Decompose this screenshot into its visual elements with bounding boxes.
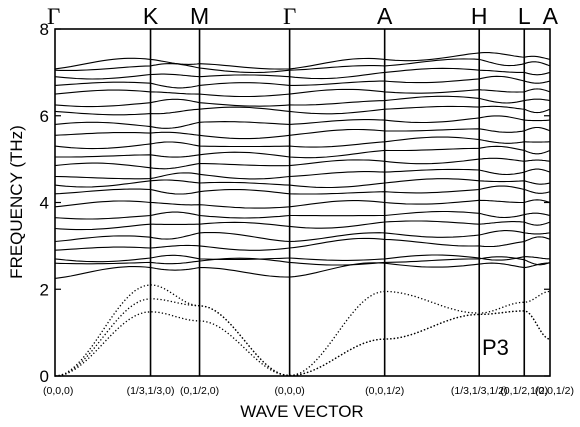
coordinate-label: (1/3,1/3,1/2) — [451, 385, 508, 397]
optical-branch-16 — [54, 115, 551, 129]
coordinate-labels: (0,0,0) (1/3,1/3,0) (0,1/2,0) (0,0,0) (0,0,1… — [43, 385, 574, 397]
optical-branch-15 — [54, 126, 551, 140]
symmetry-label: A — [543, 3, 559, 29]
acoustic-branch-2 — [54, 298, 551, 377]
optical-branch-6 — [54, 220, 551, 231]
optical-branch-23 — [54, 52, 551, 70]
acoustic-branch-3 — [54, 290, 551, 377]
y-tick-label: 0 — [40, 367, 49, 386]
coordinate-label: (0,1/2,1/2) — [500, 385, 548, 397]
coordinate-label: (0,0,0) — [43, 385, 73, 397]
y-axis-label: FREQUENCY (THz) — [7, 125, 26, 279]
coordinate-label: (0,1/2,0) — [180, 385, 219, 397]
symmetry-label: A — [377, 3, 393, 29]
optical-branch-9 — [54, 185, 551, 195]
symmetry-label: L — [518, 3, 531, 29]
bands-layer — [54, 52, 551, 377]
coordinate-label: (0,0,0) — [274, 385, 304, 397]
symmetry-label: Γ — [283, 4, 296, 29]
optical-branch-20 — [54, 75, 551, 89]
x-axis-label: WAVE VECTOR — [240, 402, 363, 421]
optical-branch-18 — [54, 95, 551, 108]
y-tick-label: 6 — [40, 107, 49, 126]
optical-branch-14 — [54, 136, 550, 150]
y-axis-ticks: 0 2 4 6 8 — [40, 20, 550, 386]
symmetry-label: K — [143, 3, 159, 29]
structure-label: P3 — [482, 335, 509, 360]
symmetry-lines — [149, 29, 526, 376]
coordinate-label: (0,0,1/2) — [365, 385, 404, 397]
symmetry-label: Γ — [47, 4, 60, 29]
optical-branch-22 — [54, 58, 551, 74]
optical-branch-12 — [54, 157, 551, 170]
optical-branch-4 — [54, 236, 551, 251]
y-tick-label: 2 — [40, 280, 49, 299]
optical-branch-17 — [54, 105, 551, 116]
optical-branch-19 — [54, 88, 551, 98]
optical-branch-13 — [55, 145, 551, 159]
optical-branch-21 — [54, 67, 551, 80]
y-tick-label: 8 — [40, 20, 49, 39]
optical-branch-8 — [54, 199, 551, 209]
plot-frame — [54, 28, 551, 377]
acoustic-branch-1 — [54, 284, 551, 377]
optical-branch-11 — [54, 168, 551, 180]
symmetry-label: M — [190, 3, 209, 29]
optical-branch-7 — [54, 210, 551, 220]
symmetry-label: H — [471, 3, 488, 29]
coordinate-label: (0,0,1/2) — [535, 385, 574, 397]
optical-branch-1 — [54, 262, 551, 279]
y-tick-label: 4 — [40, 194, 49, 213]
optical-branch-3 — [54, 254, 551, 263]
optical-branch-10 — [54, 178, 551, 189]
optical-branch-5 — [54, 230, 551, 243]
coordinate-label: (1/3,1/3,0) — [127, 385, 175, 397]
